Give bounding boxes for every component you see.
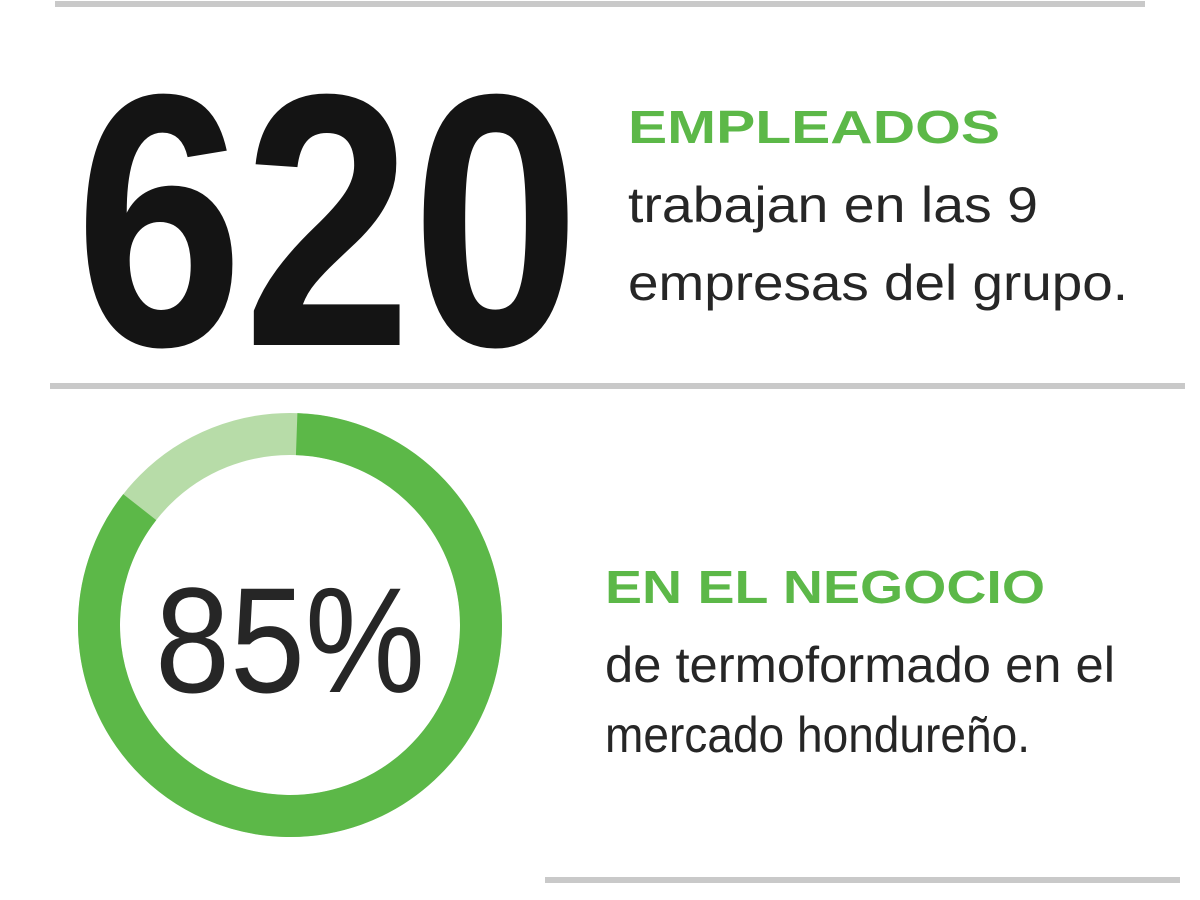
text-line: trabajan en las 9	[628, 177, 1038, 233]
donut-arc	[77, 413, 502, 837]
heading: EN EL NEGOCIO	[605, 561, 1045, 613]
text-line: mercado hondureño.	[605, 707, 1030, 763]
text-line: empresas del grupo.	[628, 255, 1128, 311]
big-number: 620	[75, 20, 580, 422]
heading: EMPLEADOS	[628, 101, 1000, 153]
percent-label: 85%	[155, 556, 425, 724]
text-line: de termoformado en el	[605, 637, 1115, 693]
